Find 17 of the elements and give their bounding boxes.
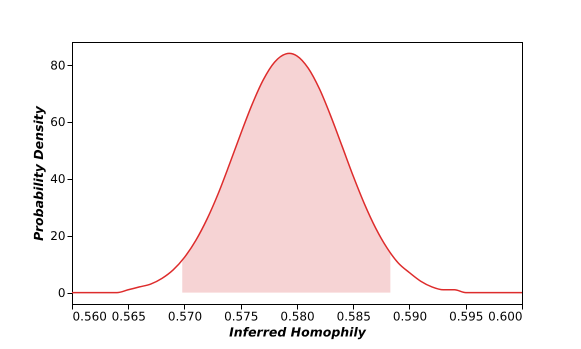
x-tick-label: 0.570 xyxy=(168,310,202,324)
x-tick-label: 0.585 xyxy=(336,310,371,324)
y-tick-label: 60 xyxy=(50,115,66,130)
y-axis-title: Probability Density xyxy=(31,105,46,241)
x-tick-label: 0.565 xyxy=(112,310,146,324)
y-tick-label: 20 xyxy=(50,229,66,244)
y-tick-label: 80 xyxy=(50,58,66,72)
x-tick-label: 0.590 xyxy=(392,310,428,324)
x-axis-title: Inferred Homophily xyxy=(229,324,367,340)
y-tick-label: 40 xyxy=(50,172,66,186)
x-tick-label: 0.600 xyxy=(488,310,522,324)
x-tick-label: 0.560 xyxy=(72,310,107,324)
x-tick-label: 0.575 xyxy=(224,310,258,324)
x-tick-label: 0.595 xyxy=(449,310,484,324)
y-tick-label: 0 xyxy=(58,286,66,300)
x-tick-label: 0.580 xyxy=(280,310,315,324)
line-series xyxy=(71,52,523,294)
